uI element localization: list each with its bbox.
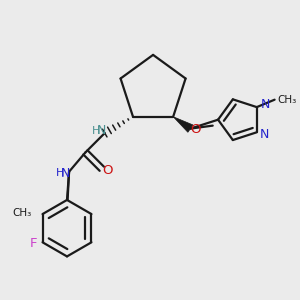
Polygon shape (173, 117, 193, 132)
Text: H: H (92, 126, 100, 136)
Text: H: H (56, 168, 64, 178)
Text: O: O (190, 123, 201, 136)
Text: N: N (260, 98, 270, 111)
Text: CH₃: CH₃ (277, 95, 296, 105)
Text: O: O (102, 164, 112, 177)
Text: N: N (260, 128, 269, 141)
Text: N: N (61, 167, 70, 180)
Text: F: F (30, 237, 37, 250)
Text: CH₃: CH₃ (12, 208, 31, 218)
Text: N: N (97, 124, 106, 137)
